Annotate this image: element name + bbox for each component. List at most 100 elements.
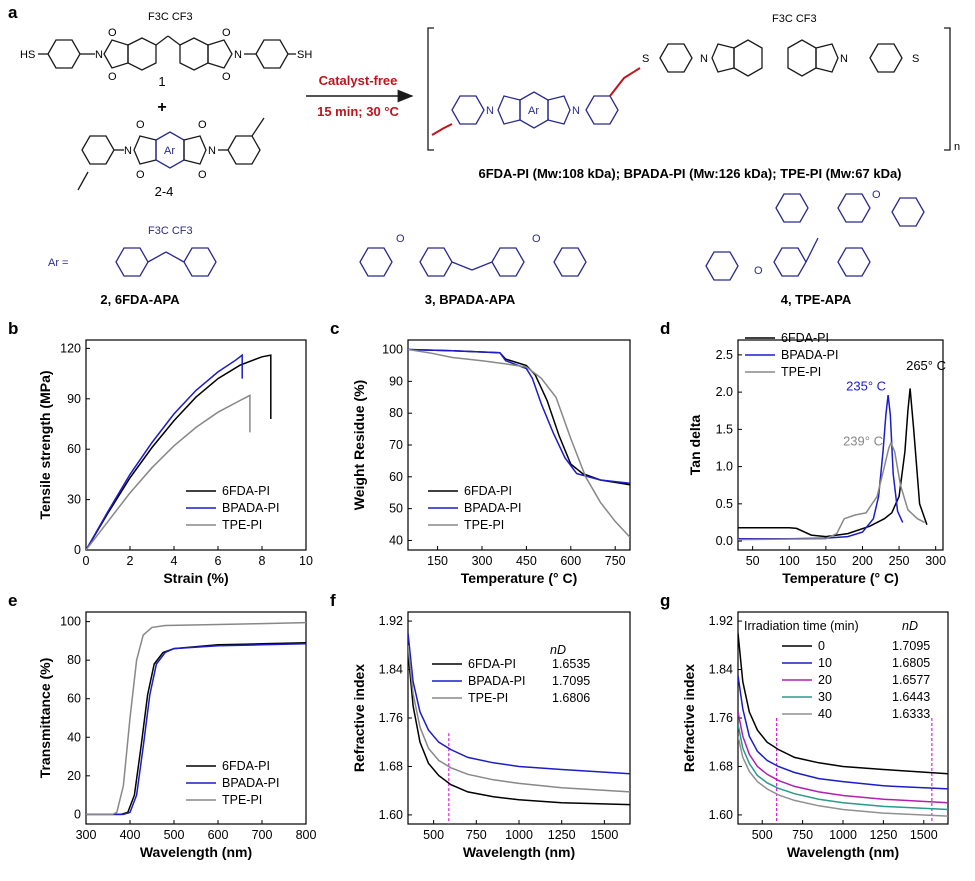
series-line-tpe-pi — [408, 348, 630, 538]
y-tick-label: 1.84 — [379, 663, 403, 677]
svg-text:O: O — [396, 233, 405, 245]
peak-annotation: 265° C — [906, 358, 946, 373]
panel-e: e 300 400 500 600 700 800 0 20 40 60 80 100 Wavelengt… — [8, 591, 316, 860]
series-line-bpada-pi — [86, 353, 243, 550]
y-axis-title: Transmittance (%) — [37, 658, 53, 779]
x-axis-title: Strain (%) — [163, 570, 228, 586]
x-axis-title: Wavelength (nm) — [463, 844, 575, 860]
y-axis-title: Refractive index — [681, 664, 697, 772]
panel-g: g 500 750 1000 1250 1500 1.60 1.68 1.76 1.84 1.92 W… — [660, 591, 949, 860]
series-line-40 — [738, 736, 948, 817]
reactant-1-sh-right: SH — [297, 49, 312, 61]
legend-label: 20 — [818, 673, 832, 687]
monomer-label-tpe: 4, TPE-APA — [781, 292, 852, 307]
monomer-bpada-structure: O O — [359, 233, 587, 277]
panel-a-letter: a — [8, 3, 18, 22]
plot-frame — [407, 611, 631, 825]
legend: 6FDA-PI BPADA-PI TPE-PI — [186, 759, 279, 807]
x-tick-label: 150 — [815, 554, 836, 568]
y-axis-title: Refractive index — [351, 664, 367, 772]
monomer-6fda-structure: F3C CF3 — [115, 225, 217, 277]
panel-c: c 150 300 450 600 750 40 50 60 70 80 90 100 Temperatu… — [330, 319, 631, 586]
legend-label: BPADA-PI — [222, 776, 279, 790]
svg-text:O: O — [222, 71, 231, 83]
legend-label: 6FDA-PI — [464, 484, 512, 498]
reactant-1-structure: HS N O O F3C CF3 O O N SH — [20, 11, 312, 83]
svg-text:O: O — [222, 27, 231, 39]
panel-e-letter: e — [8, 591, 17, 610]
y-tick-label: 60 — [389, 470, 403, 484]
y-tick-label: 1.84 — [709, 663, 733, 677]
x-tick-label: 200 — [852, 554, 873, 568]
plus-sign: + — [157, 99, 166, 116]
x-tick-label: 8 — [259, 554, 266, 568]
plot-frame — [407, 339, 631, 551]
y-tick-label: 1.76 — [709, 711, 733, 725]
legend-label: TPE-PI — [781, 365, 821, 379]
x-axis-title: Temperature (° C) — [782, 570, 899, 586]
svg-text:O: O — [872, 189, 881, 201]
x-axis-title: Wavelength (nm) — [140, 844, 252, 860]
x-tick-label: 800 — [296, 828, 317, 842]
legend-nd-value: 1.6535 — [552, 657, 590, 671]
series-line-6fda-pi — [408, 651, 630, 806]
legend-label: BPADA-PI — [222, 501, 279, 515]
x-tick-label: 100 — [779, 554, 800, 568]
y-tick-label: 30 — [67, 493, 81, 507]
legend-label: TPE-PI — [222, 518, 262, 532]
y-tick-label: 1.68 — [709, 759, 733, 773]
series-line-bpada-pi — [86, 643, 306, 816]
panel-d: d 50 100 150 200 250 300 0.0 0.5 1.0 1.5 2.0 2.5 Temp… — [660, 319, 946, 586]
y-tick-label: 1.76 — [379, 711, 403, 725]
x-tick-label: 300 — [472, 554, 493, 568]
y-tick-label: 1.5 — [716, 422, 733, 436]
svg-text:O: O — [108, 71, 117, 83]
y-axis-title: Tensile strength (MPa) — [37, 370, 53, 519]
legend-label: 30 — [818, 690, 832, 704]
y-tick-label: 0.5 — [716, 497, 733, 511]
reactant-1-cf3: F3C CF3 — [148, 11, 193, 23]
legend-label: 6FDA-PI — [781, 331, 829, 345]
x-tick-label: 1250 — [869, 828, 897, 842]
svg-text:N: N — [840, 53, 848, 65]
plot-frame — [85, 339, 307, 551]
series-line-6fda-pi — [738, 388, 928, 538]
y-tick-label: 100 — [382, 343, 403, 357]
x-tick-label: 1250 — [548, 828, 576, 842]
x-tick-label: 700 — [252, 828, 273, 842]
svg-text:O: O — [108, 27, 117, 39]
y-tick-label: 1.92 — [709, 614, 733, 628]
x-tick-label: 600 — [208, 828, 229, 842]
x-tick-label: 750 — [605, 554, 626, 568]
x-tick-label: 2 — [127, 554, 134, 568]
y-tick-label: 120 — [60, 341, 81, 355]
reactant-1-n-left: N — [95, 49, 103, 61]
repeat-unit-n: n — [954, 141, 960, 153]
arrow-condition-catalyst: Catalyst-free — [319, 73, 398, 88]
legend-label: 6FDA-PI — [222, 484, 270, 498]
x-tick-label: 300 — [925, 554, 946, 568]
legend-label: TPE-PI — [222, 793, 262, 807]
y-tick-label: 1.60 — [709, 808, 733, 822]
reactant-1-n-right: N — [234, 49, 242, 61]
y-tick-label: 1.92 — [379, 614, 403, 628]
y-tick-label: 60 — [67, 692, 81, 706]
legend-label: 40 — [818, 707, 832, 721]
y-tick-label: 2.5 — [716, 348, 733, 362]
y-tick-label: 20 — [67, 769, 81, 783]
y-tick-label: 100 — [60, 615, 81, 629]
y-tick-label: 90 — [389, 374, 403, 388]
plot-frame — [85, 611, 307, 825]
y-tick-label: 50 — [389, 502, 403, 516]
y-axis-title: Weight Residue (%) — [351, 380, 367, 510]
y-tick-label: 70 — [389, 438, 403, 452]
x-tick-label: 10 — [299, 554, 313, 568]
series-line-tpe-pi — [738, 440, 926, 541]
svg-text:F3C CF3: F3C CF3 — [148, 225, 193, 237]
x-tick-label: 450 — [516, 554, 537, 568]
x-tick-label: 500 — [164, 828, 185, 842]
series-line-0 — [738, 633, 948, 775]
panel-b-letter: b — [8, 319, 18, 338]
